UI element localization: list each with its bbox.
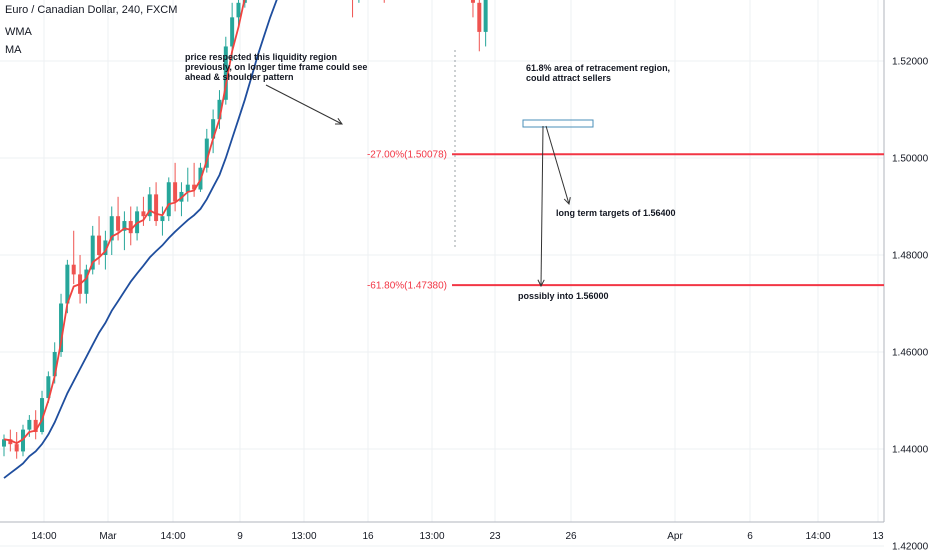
candle-body[interactable] — [477, 2, 482, 32]
annotation-arrow-target2-head — [537, 279, 545, 288]
candle-body[interactable] — [109, 216, 114, 241]
x-tick-label: 13:00 — [291, 531, 316, 542]
candle-body[interactable] — [141, 211, 146, 217]
candle-body[interactable] — [204, 138, 209, 168]
x-tick-label: 14:00 — [805, 531, 830, 542]
y-tick-label: 1.52000 — [892, 57, 929, 68]
candle-body[interactable] — [2, 439, 6, 447]
candle-body[interactable] — [103, 240, 108, 255]
x-tick-label: 16 — [362, 531, 374, 542]
fib-level-label: -61.80%(1.47380) — [367, 281, 447, 292]
annotation-arrow-liquidity[interactable] — [265, 84, 343, 125]
chart-title: Euro / Canadian Dollar, 240, FXCM — [5, 4, 178, 16]
x-tick-label: 23 — [489, 531, 501, 542]
annotation-target2-text: possibly into 1.56000 — [518, 291, 609, 301]
x-tick-label: Apr — [667, 531, 683, 542]
candle-body[interactable] — [483, 0, 488, 32]
candle-body[interactable] — [97, 235, 102, 255]
candle-body[interactable] — [8, 439, 13, 445]
candle-body[interactable] — [52, 352, 57, 377]
candle-body[interactable] — [192, 184, 197, 190]
candle-body[interactable] — [185, 184, 190, 192]
annotation-liquidity-text: previously, on longer time frame could s… — [185, 62, 367, 72]
candle-body[interactable] — [40, 398, 45, 433]
annotation-retrace-text: could attract sellers — [526, 73, 611, 83]
x-tick-label: 14:00 — [31, 531, 56, 542]
annotation-arrow-target2[interactable] — [540, 125, 544, 287]
annotation-arrow-target1-head — [563, 197, 571, 206]
wma-line[interactable] — [3, 0, 530, 445]
x-tick-label: 14:00 — [160, 531, 185, 542]
indicator-ma-label[interactable]: MA — [5, 44, 22, 56]
candle-body[interactable] — [116, 216, 121, 231]
annotation-liquidity-text: price respected this liquidity region — [185, 52, 337, 62]
candle-body[interactable] — [21, 429, 26, 452]
y-tick-label: 1.50000 — [892, 154, 929, 165]
candle-body[interactable] — [147, 194, 152, 217]
x-tick-label: 9 — [237, 531, 243, 542]
candle-body[interactable] — [128, 221, 133, 234]
indicator-wma-label[interactable]: WMA — [5, 26, 32, 38]
x-tick-label: 13:00 — [419, 531, 444, 542]
candle-body[interactable] — [230, 17, 235, 47]
candle-body[interactable] — [65, 264, 70, 304]
candle-body[interactable] — [211, 119, 216, 139]
x-tick-label: 6 — [747, 531, 753, 542]
y-tick-label: 1.44000 — [892, 445, 929, 456]
highlight-box[interactable] — [522, 119, 594, 128]
annotation-arrow-target1[interactable] — [545, 125, 570, 205]
y-tick-label: 1.48000 — [892, 251, 929, 262]
candle-body[interactable] — [223, 46, 228, 100]
candle-body[interactable] — [166, 182, 171, 217]
candle-body[interactable] — [84, 269, 89, 294]
candle-body[interactable] — [46, 376, 51, 399]
candle-body[interactable] — [122, 221, 127, 231]
candle-body[interactable] — [33, 419, 38, 433]
candle-body[interactable] — [14, 444, 19, 452]
candle-body[interactable] — [217, 99, 222, 120]
candle-body[interactable] — [154, 194, 159, 222]
candle-body[interactable] — [173, 182, 178, 202]
fib-level-label: -27.00%(1.50078) — [367, 150, 447, 161]
x-tick-label: 13 — [872, 531, 884, 542]
annotation-retrace-text: 61.8% area of retracement region, — [526, 63, 670, 73]
candle-body[interactable] — [27, 419, 32, 430]
candle-body[interactable] — [236, 2, 241, 18]
y-tick-label: 1.46000 — [892, 348, 929, 359]
x-tick-label: 26 — [565, 531, 577, 542]
candle-body[interactable] — [90, 235, 95, 270]
candle-body[interactable] — [470, 0, 475, 3]
y-tick-label: 1.42000 — [892, 542, 929, 551]
annotation-liquidity-text: ahead & shoulder pattern — [185, 72, 294, 82]
candle-body[interactable] — [59, 303, 64, 353]
x-tick-label: Mar — [99, 531, 117, 542]
annotation-arrow-liquidity-head — [334, 118, 343, 125]
candle-body[interactable] — [71, 264, 76, 275]
candle-body[interactable] — [160, 216, 165, 222]
ma-line[interactable] — [3, 0, 530, 479]
annotation-target1-text: long term targets of 1.56400 — [556, 208, 676, 218]
